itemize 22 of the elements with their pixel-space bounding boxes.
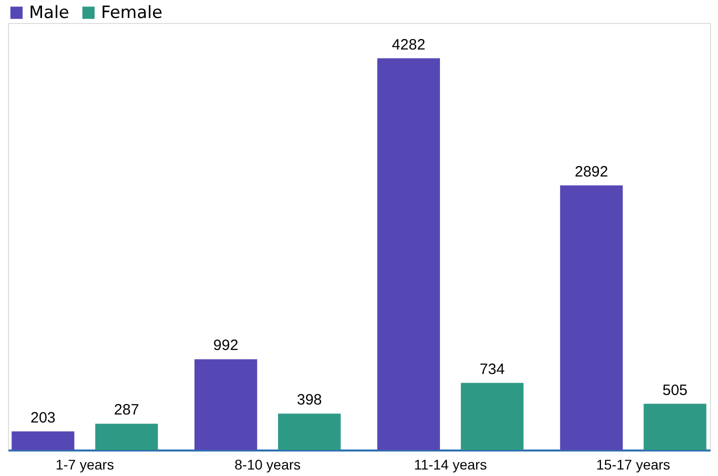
bar xyxy=(377,58,440,450)
x-tick-label: 1-7 years xyxy=(56,456,114,472)
data-label: 505 xyxy=(662,382,688,399)
bar xyxy=(560,185,623,450)
bar xyxy=(278,414,341,450)
x-tick-label: 8-10 years xyxy=(234,456,301,472)
legend-label: Male xyxy=(29,2,70,23)
data-label: 992 xyxy=(213,337,238,354)
data-label: 203 xyxy=(30,409,56,426)
data-label: 734 xyxy=(480,360,505,378)
data-label: 2892 xyxy=(574,163,608,180)
legend-label: Female xyxy=(101,2,162,23)
x-tick-label: 11-14 years xyxy=(414,456,487,472)
bar xyxy=(194,359,258,450)
data-label: 4282 xyxy=(392,36,426,54)
bar xyxy=(644,404,706,450)
data-label: 398 xyxy=(296,392,322,409)
x-tick-label: 15-17 years xyxy=(596,456,670,472)
bar xyxy=(95,424,158,450)
data-label: 287 xyxy=(114,402,140,419)
bar xyxy=(460,382,524,450)
bar xyxy=(12,431,74,450)
